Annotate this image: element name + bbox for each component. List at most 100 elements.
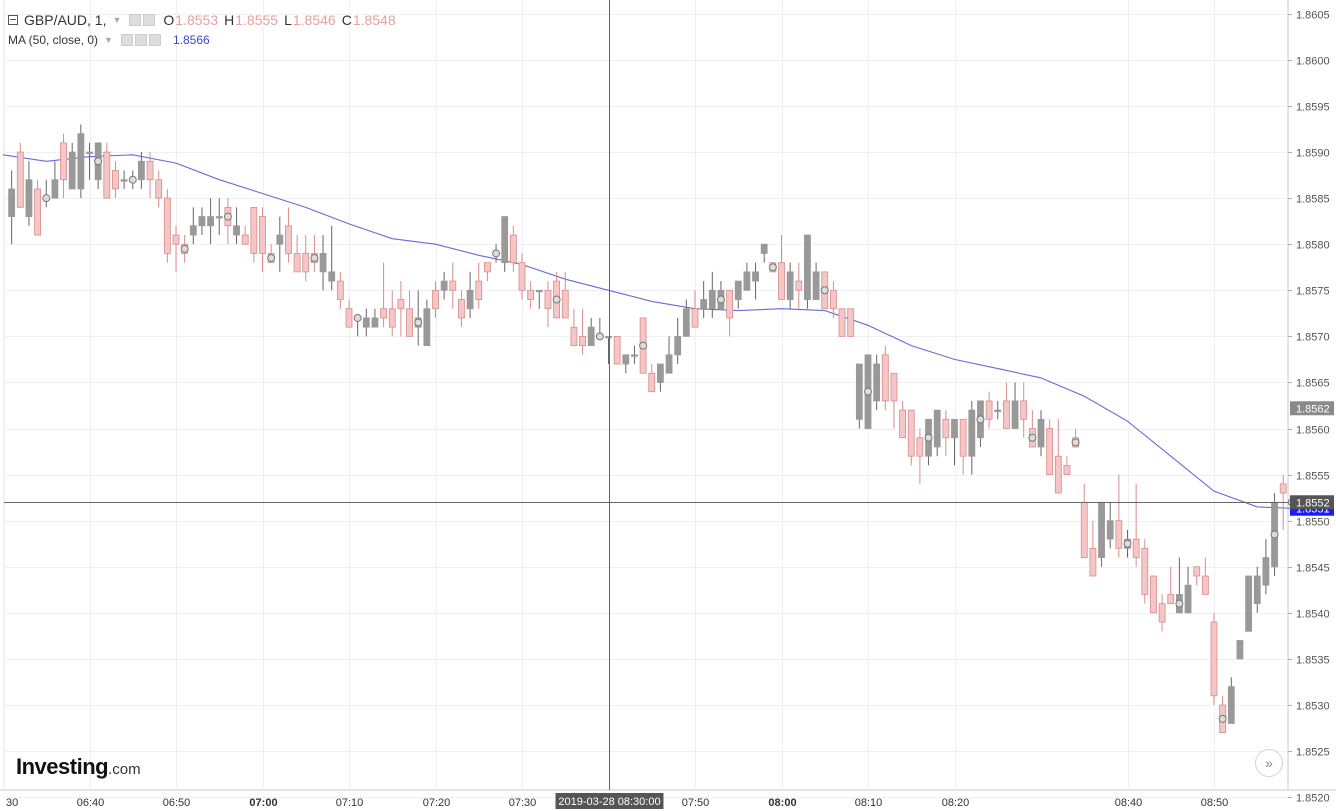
time-tick-label: 07:10 xyxy=(336,797,364,809)
logo-name: Investing xyxy=(16,754,109,779)
candle-body xyxy=(648,372,656,393)
candle xyxy=(207,198,215,245)
candle xyxy=(440,271,448,300)
event-marker xyxy=(595,332,604,341)
candle-body xyxy=(1080,501,1088,558)
time-axis[interactable]: 3006:4006:5007:0007:1007:2007:3007:4007:… xyxy=(6,797,1228,809)
low-value: 1.8546 xyxy=(292,12,336,28)
candle-body xyxy=(388,308,396,328)
candle-body xyxy=(847,308,855,337)
candle-body xyxy=(743,271,751,291)
candle xyxy=(406,290,413,337)
ma-gear-icon[interactable] xyxy=(134,34,147,46)
scroll-to-latest-button[interactable]: » xyxy=(1255,749,1283,777)
candle xyxy=(561,271,569,319)
chevron-double-right-icon: » xyxy=(1265,755,1273,771)
time-tick-label: 07:50 xyxy=(682,797,710,809)
eye-icon[interactable] xyxy=(129,14,142,26)
candle xyxy=(8,170,16,245)
ma-line-layer xyxy=(2,154,1301,510)
candle xyxy=(726,289,733,337)
candle xyxy=(1115,474,1123,558)
candle xyxy=(293,235,301,273)
candle-body xyxy=(501,216,509,264)
candle-body xyxy=(778,262,785,300)
candle-body xyxy=(302,253,310,273)
candle xyxy=(16,142,24,208)
candle-body xyxy=(985,400,993,420)
open-value: 1.8553 xyxy=(175,12,219,28)
price-tick-label: 1.8540 xyxy=(1296,609,1330,621)
candle-body xyxy=(1236,640,1244,660)
candle xyxy=(397,281,405,337)
candle xyxy=(674,317,682,365)
candle-body xyxy=(527,289,535,300)
candle xyxy=(1253,566,1261,613)
candle-body xyxy=(103,151,111,199)
candle-body xyxy=(674,335,682,356)
candle xyxy=(103,142,111,199)
candle xyxy=(302,235,310,282)
candle-body xyxy=(899,409,906,439)
candle xyxy=(259,207,266,272)
candle-body xyxy=(916,437,924,457)
candle xyxy=(483,262,491,282)
event-marker xyxy=(639,341,648,350)
candle xyxy=(977,400,984,447)
ma-chevron-down-icon[interactable]: ▼ xyxy=(104,35,113,45)
event-marker xyxy=(976,415,985,424)
candle xyxy=(432,281,439,318)
candle-body xyxy=(812,271,820,300)
price-tick-label: 1.8565 xyxy=(1296,378,1330,390)
candle xyxy=(847,308,855,337)
candle xyxy=(778,235,785,300)
candle-body xyxy=(657,363,664,383)
collapse-icon[interactable] xyxy=(8,15,18,25)
candle xyxy=(1167,566,1175,605)
gear-icon[interactable] xyxy=(143,14,156,26)
candle-body xyxy=(25,179,33,217)
candle-body xyxy=(34,188,41,236)
candle-body xyxy=(795,280,803,291)
candle-body xyxy=(1141,547,1149,595)
ma-value: 1.8566 xyxy=(172,33,210,47)
ma-close-icon[interactable] xyxy=(148,34,161,46)
event-marker xyxy=(1218,714,1227,723)
candle xyxy=(743,262,751,291)
candle xyxy=(682,299,690,337)
price-tick-label: 1.8525 xyxy=(1296,747,1330,759)
time-tick-label: 08:40 xyxy=(1115,797,1143,809)
price-tick-label: 1.8570 xyxy=(1296,332,1330,344)
candle-body xyxy=(1227,686,1235,724)
candle-body xyxy=(1210,621,1218,697)
time-tick-label: 08:50 xyxy=(1201,797,1229,809)
candle-body xyxy=(241,234,249,245)
event-marker xyxy=(1175,599,1184,608)
chevron-down-icon[interactable]: ▼ xyxy=(112,15,122,25)
candle-body xyxy=(830,289,837,310)
candle xyxy=(1158,594,1166,632)
candle-body xyxy=(587,326,595,346)
crosshair-time-badge-bg xyxy=(555,793,664,809)
ma-eye-icon[interactable] xyxy=(120,34,133,46)
candle xyxy=(1080,483,1088,558)
candle-body xyxy=(631,354,638,357)
candle xyxy=(276,216,284,272)
candle xyxy=(838,308,846,337)
price-axis[interactable]: 1.8605 1.8600 1.8595 1.8590 1.8585 1.8580 1.85… xyxy=(1288,10,1330,805)
crosshair-time-badge: 2019-03-28 08:30:00 xyxy=(555,793,664,809)
candle xyxy=(804,234,811,309)
candle xyxy=(68,142,76,190)
candle-body xyxy=(362,317,370,328)
event-marker xyxy=(1028,433,1037,442)
time-tick-label: 06:40 xyxy=(77,797,105,809)
candle xyxy=(336,271,344,309)
candle xyxy=(1054,419,1062,494)
candle xyxy=(120,170,128,189)
time-tick-label: 08:10 xyxy=(855,797,883,809)
candle xyxy=(250,206,258,263)
candle-body xyxy=(942,418,950,439)
